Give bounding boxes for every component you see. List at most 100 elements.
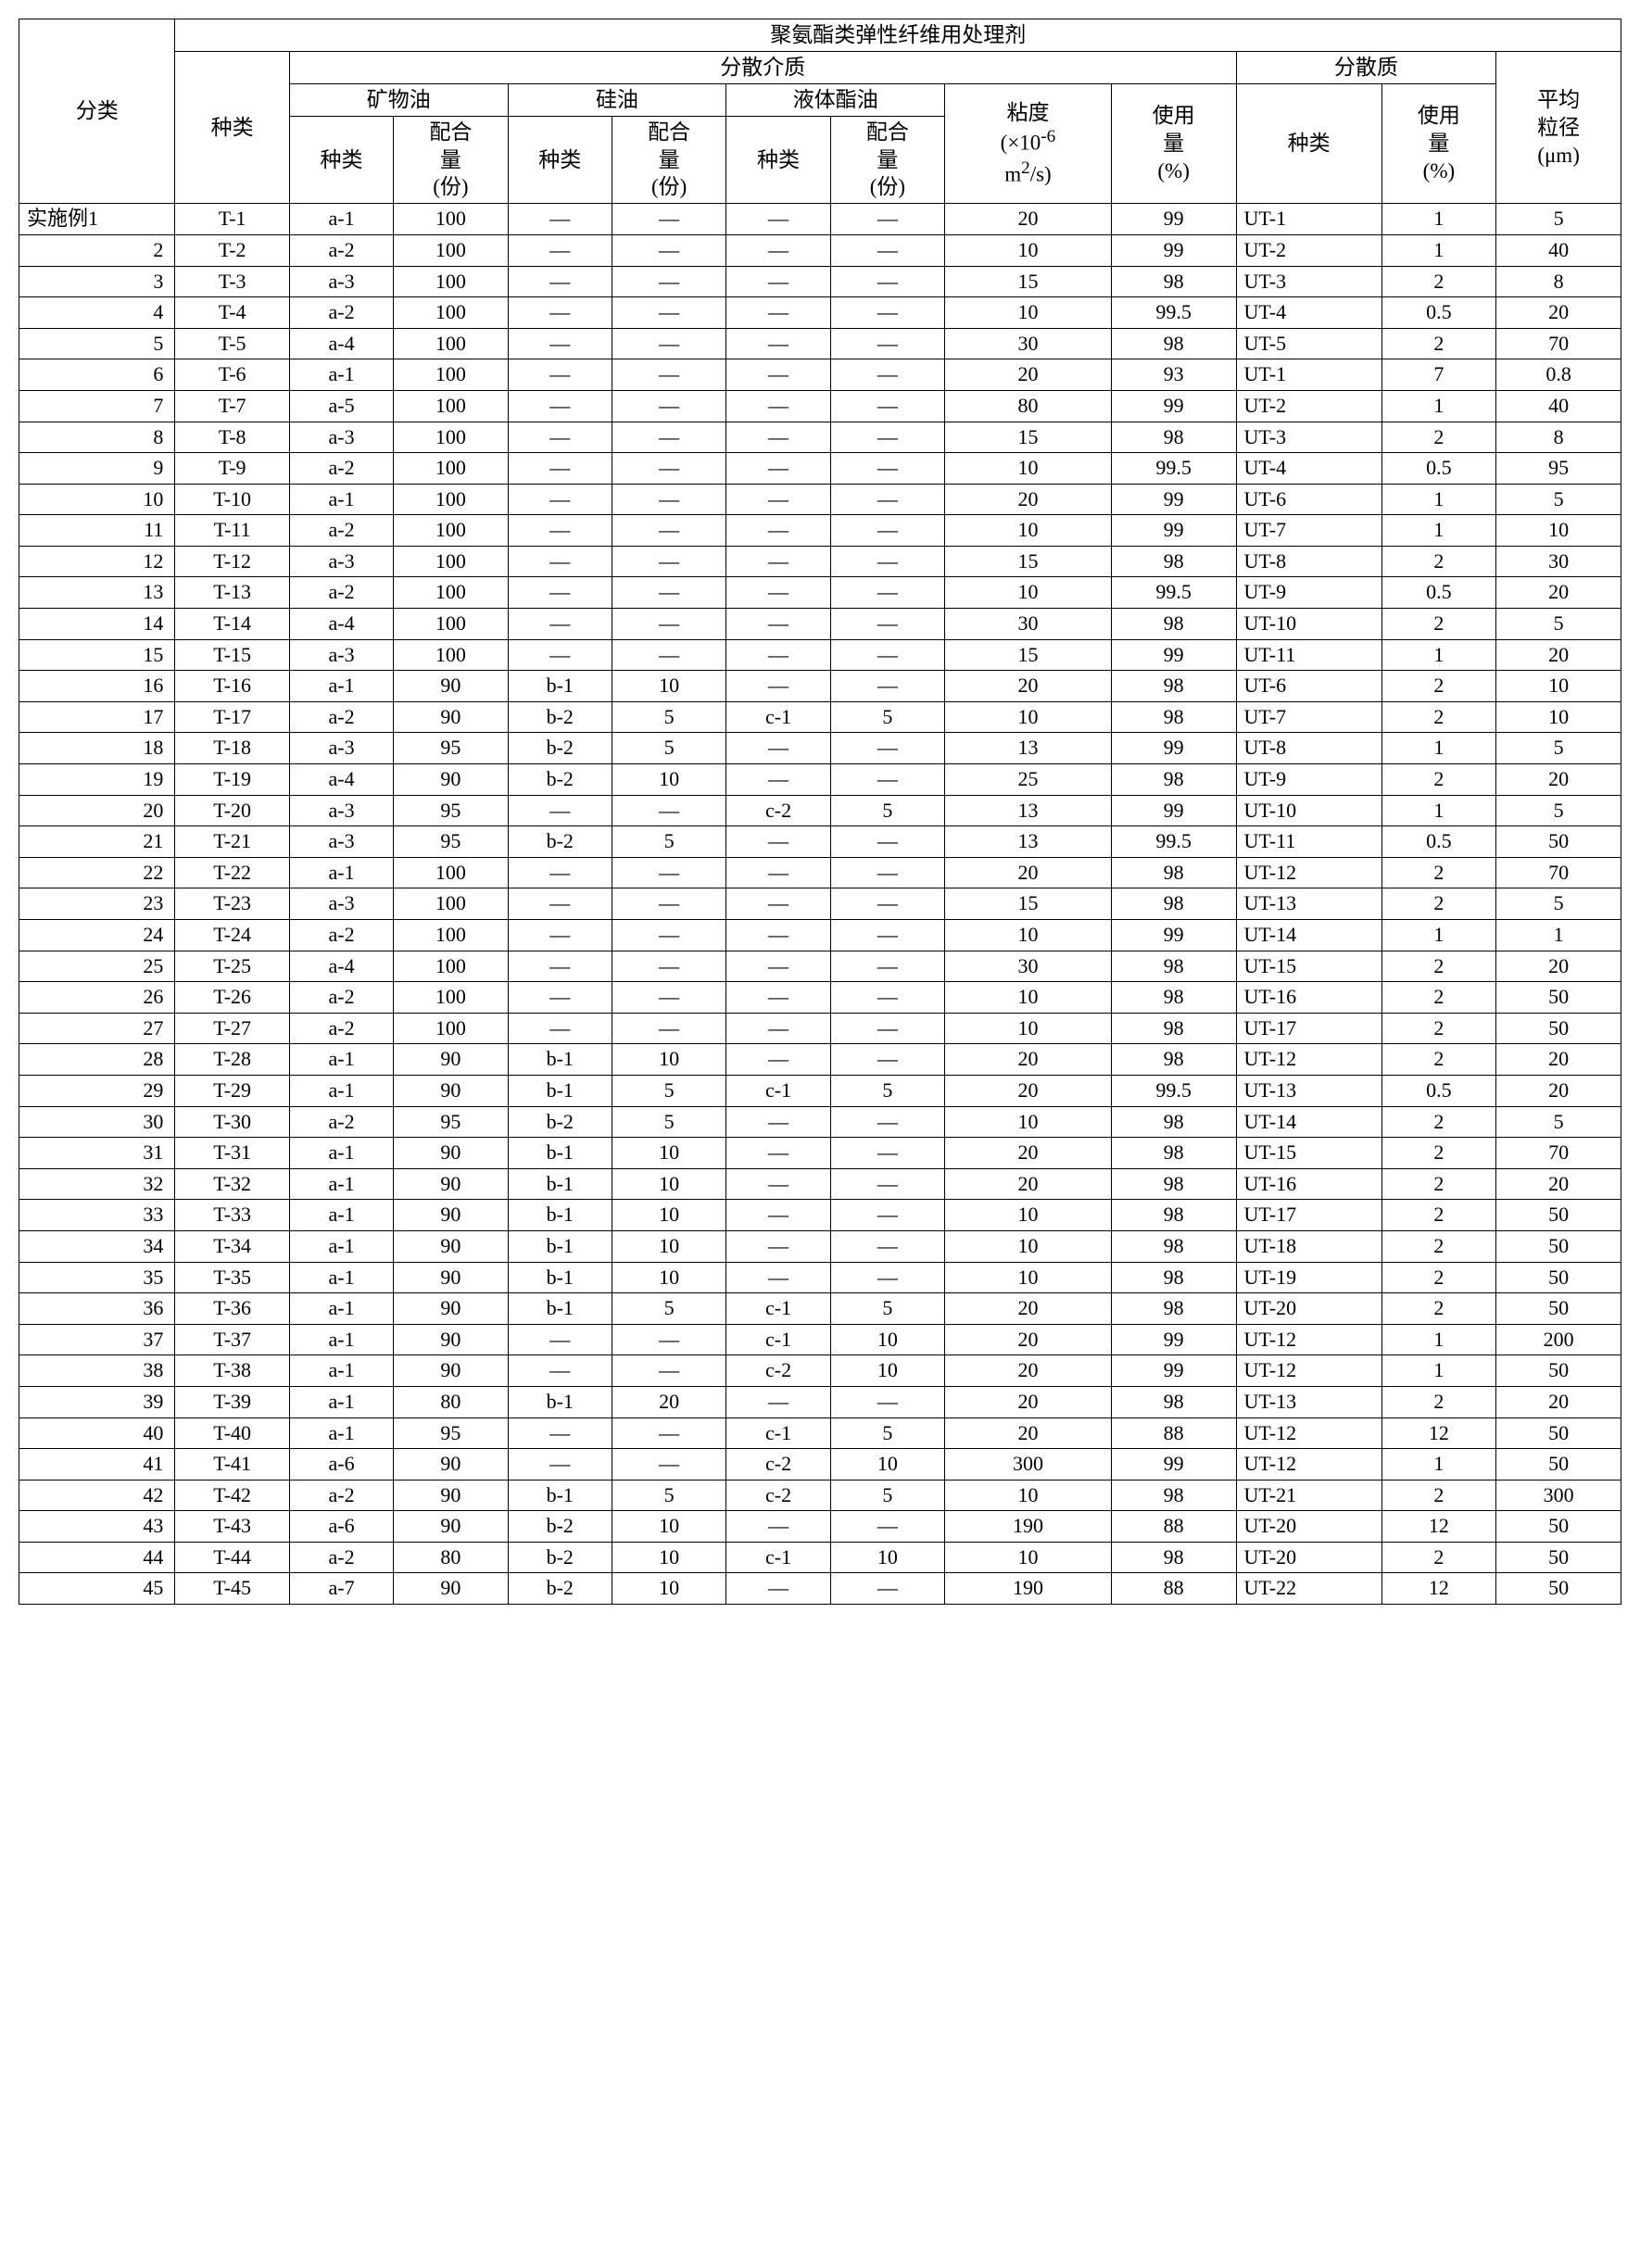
cell-type: T-36 [175, 1293, 290, 1325]
cell-usage: 98 [1111, 1200, 1236, 1231]
cell-ester-qty: — [830, 733, 945, 764]
cell-diam: 40 [1496, 234, 1621, 266]
table-row: 24T-24a-2100————1099UT-1411 [19, 920, 1621, 951]
cell-silicone-kind: — [508, 204, 612, 235]
cell-ester-qty: — [830, 204, 945, 235]
cell-ester-kind: c-2 [726, 1449, 830, 1480]
cell-ester-qty: — [830, 359, 945, 391]
cell-type: T-15 [175, 639, 290, 671]
cell-mineral-kind: a-3 [289, 639, 393, 671]
cell-diam: 50 [1496, 1013, 1621, 1044]
cell-disp-kind: UT-16 [1236, 1168, 1381, 1200]
cell-mineral-qty: 100 [394, 390, 509, 422]
cell-mineral-kind: a-1 [289, 484, 393, 515]
cell-index: 43 [19, 1511, 175, 1543]
cell-type: T-44 [175, 1542, 290, 1573]
cell-viscosity: 300 [945, 1449, 1112, 1480]
cell-mineral-kind: a-1 [289, 359, 393, 391]
cell-ester-qty: 5 [830, 795, 945, 826]
hdr-title: 聚氨酯类弹性纤维用处理剂 [175, 19, 1621, 52]
cell-mineral-kind: a-3 [289, 546, 393, 577]
cell-disp-kind: UT-13 [1236, 1386, 1381, 1418]
cell-disp-use: 12 [1381, 1573, 1496, 1605]
cell-type: T-20 [175, 795, 290, 826]
hdr-disp-kind: 种类 [1236, 83, 1381, 204]
cell-diam: 20 [1496, 1044, 1621, 1076]
cell-ester-kind: — [726, 266, 830, 297]
cell-index: 17 [19, 701, 175, 733]
cell-ester-qty: — [830, 422, 945, 453]
cell-disp-use: 1 [1381, 204, 1496, 235]
cell-silicone-kind: — [508, 857, 612, 888]
hdr-ester-qty: 配合量(份) [830, 116, 945, 204]
cell-mineral-kind: a-2 [289, 1480, 393, 1511]
cell-ester-kind: — [726, 297, 830, 329]
cell-mineral-kind: a-1 [289, 1386, 393, 1418]
table-row: 41T-41a-690——c-21030099UT-12150 [19, 1449, 1621, 1480]
cell-disp-use: 1 [1381, 390, 1496, 422]
cell-disp-kind: UT-15 [1236, 1138, 1381, 1169]
cell-mineral-kind: a-4 [289, 951, 393, 982]
table-row: 12T-12a-3100————1598UT-8230 [19, 546, 1621, 577]
cell-viscosity: 25 [945, 764, 1112, 796]
cell-index: 3 [19, 266, 175, 297]
cell-usage: 98 [1111, 1262, 1236, 1293]
cell-mineral-kind: a-1 [289, 1200, 393, 1231]
cell-silicone-qty: — [612, 515, 726, 547]
hdr-disp-use: 使用量(%) [1381, 83, 1496, 204]
cell-viscosity: 20 [945, 1324, 1112, 1355]
cell-ester-qty: — [830, 546, 945, 577]
cell-index: 42 [19, 1480, 175, 1511]
cell-viscosity: 10 [945, 577, 1112, 609]
cell-silicone-kind: b-2 [508, 1106, 612, 1138]
cell-disp-use: 2 [1381, 1386, 1496, 1418]
cell-usage: 98 [1111, 888, 1236, 920]
cell-viscosity: 10 [945, 234, 1112, 266]
cell-usage: 98 [1111, 857, 1236, 888]
cell-silicone-kind: — [508, 484, 612, 515]
cell-ester-kind: — [726, 1386, 830, 1418]
cell-index: 9 [19, 453, 175, 485]
cell-mineral-qty: 100 [394, 359, 509, 391]
cell-ester-kind: — [726, 453, 830, 485]
cell-silicone-qty: 5 [612, 1106, 726, 1138]
cell-usage: 99 [1111, 639, 1236, 671]
cell-mineral-kind: a-3 [289, 733, 393, 764]
cell-ester-qty: — [830, 328, 945, 359]
hdr-kind: 种类 [175, 51, 290, 203]
cell-viscosity: 20 [945, 1386, 1112, 1418]
cell-ester-qty: — [830, 826, 945, 858]
cell-silicone-kind: — [508, 888, 612, 920]
cell-usage: 98 [1111, 951, 1236, 982]
cell-silicone-qty: 5 [612, 1075, 726, 1106]
cell-ester-kind: c-1 [726, 1075, 830, 1106]
cell-silicone-qty: — [612, 795, 726, 826]
cell-diam: 200 [1496, 1324, 1621, 1355]
cell-usage: 99 [1111, 795, 1236, 826]
cell-type: T-22 [175, 857, 290, 888]
cell-index: 39 [19, 1386, 175, 1418]
cell-viscosity: 190 [945, 1511, 1112, 1543]
cell-disp-kind: UT-12 [1236, 857, 1381, 888]
table-row: 17T-17a-290b-25c-151098UT-7210 [19, 701, 1621, 733]
cell-mineral-kind: a-2 [289, 1106, 393, 1138]
cell-diam: 40 [1496, 390, 1621, 422]
cell-ester-qty: — [830, 1386, 945, 1418]
cell-ester-qty: 10 [830, 1355, 945, 1387]
cell-silicone-kind: — [508, 609, 612, 640]
cell-ester-qty: — [830, 1044, 945, 1076]
cell-silicone-qty: 10 [612, 1168, 726, 1200]
cell-viscosity: 10 [945, 1542, 1112, 1573]
cell-usage: 99.5 [1111, 453, 1236, 485]
cell-mineral-qty: 90 [394, 1230, 509, 1262]
cell-mineral-kind: a-2 [289, 920, 393, 951]
cell-diam: 50 [1496, 1262, 1621, 1293]
cell-mineral-kind: a-1 [289, 857, 393, 888]
hdr-silicone-qty: 配合量(份) [612, 116, 726, 204]
cell-type: T-37 [175, 1324, 290, 1355]
table-row: 21T-21a-395b-25——1399.5UT-110.550 [19, 826, 1621, 858]
cell-mineral-qty: 100 [394, 609, 509, 640]
cell-disp-use: 1 [1381, 795, 1496, 826]
cell-disp-kind: UT-13 [1236, 1075, 1381, 1106]
cell-ester-kind: — [726, 1044, 830, 1076]
